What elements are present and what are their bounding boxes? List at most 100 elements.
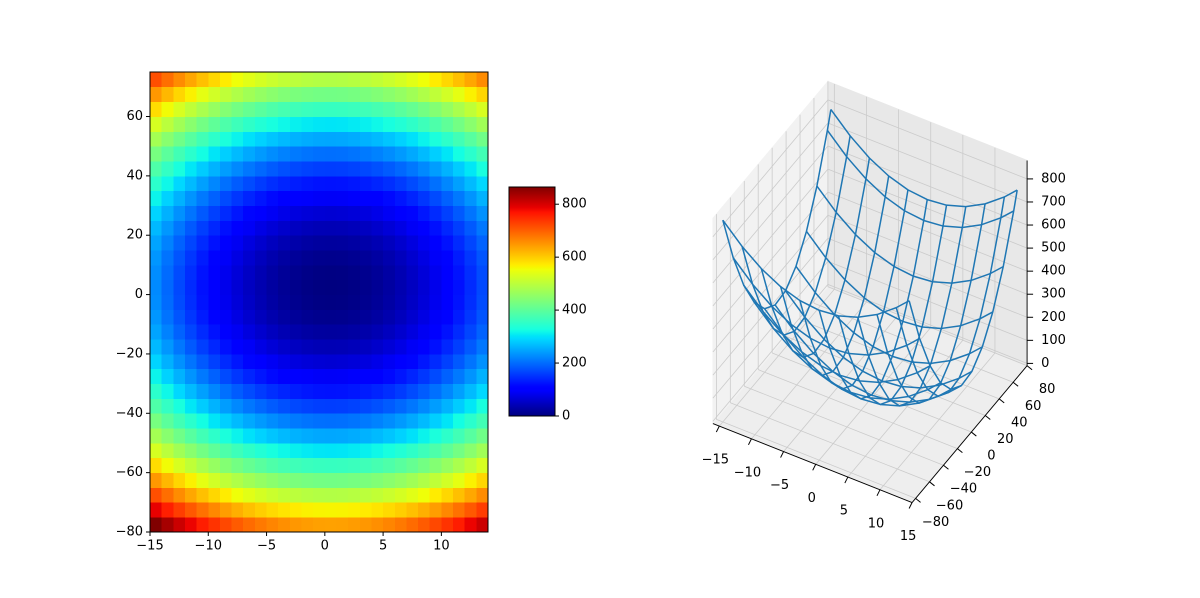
axes-frame	[149, 71, 489, 533]
heatmap-cell	[371, 72, 384, 88]
heatmap-cell	[301, 353, 314, 370]
heatmap-cell	[476, 487, 489, 503]
heatmap-cell	[313, 428, 326, 444]
heatmap-cell	[324, 368, 337, 385]
heatmap-cell	[301, 502, 314, 518]
heatmap-cell	[313, 101, 326, 117]
heatmap-cell	[208, 86, 221, 103]
heatmap-cell	[359, 517, 372, 533]
heatmap-cell	[161, 368, 174, 385]
heatmap-cell	[150, 294, 163, 310]
heatmap-cell	[219, 353, 232, 370]
heatmap-cell	[383, 131, 396, 147]
heatmap-cell	[184, 428, 198, 444]
heatmap-cell	[231, 175, 244, 192]
heatmap-cell	[441, 279, 454, 295]
heatmap-cell	[476, 502, 489, 518]
heatmap-cell	[266, 309, 279, 325]
heatmap-cell	[231, 368, 244, 385]
heatmap-cell	[464, 205, 477, 221]
heatmap-cell	[313, 264, 326, 281]
heatmap-cell	[441, 294, 454, 310]
heatmap-cell	[313, 398, 326, 414]
heatmap-cell	[173, 472, 186, 488]
heatmap-cell	[464, 457, 477, 474]
heatmap-cell	[313, 368, 326, 385]
heatmap-cell	[383, 116, 396, 132]
heatmap-cell	[254, 190, 267, 206]
heatmap-cell	[243, 442, 256, 459]
heatmap-cell	[208, 398, 221, 414]
heatmap-cell	[173, 309, 186, 325]
heatmap-cell	[406, 190, 419, 206]
heatmap-cell	[196, 487, 209, 503]
heatmap-cell	[150, 235, 163, 251]
heatmap-cell	[219, 428, 232, 444]
heatmap-cell	[406, 383, 419, 399]
y-tick-label: −80	[922, 515, 949, 530]
heatmap-cell	[371, 250, 384, 266]
heatmap-cell	[476, 235, 489, 251]
heatmap-cell	[371, 235, 384, 251]
heatmap-cell	[278, 250, 291, 266]
heatmap-cell	[231, 131, 244, 147]
heatmap-cell	[150, 442, 163, 459]
heatmap-cell	[289, 517, 302, 533]
grid-line	[716, 419, 916, 499]
heatmap-cell	[150, 161, 163, 177]
x-tick-label: 0	[321, 539, 329, 554]
heatmap-cell	[453, 205, 466, 221]
heatmap-cell	[464, 72, 477, 88]
heatmap-cell	[453, 190, 466, 206]
heatmap-cell	[429, 279, 442, 295]
heatmap-cell	[336, 413, 349, 429]
heatmap-cell	[464, 487, 477, 503]
heatmap-cell	[383, 250, 396, 266]
y-tick-label: −80	[116, 525, 143, 540]
heatmap-cell	[394, 250, 407, 266]
z-tick-label: 400	[1041, 264, 1066, 279]
heatmap-cell	[406, 161, 419, 177]
y-tick-label: −40	[950, 482, 977, 497]
heatmap-cell	[476, 205, 489, 221]
heatmap-cell	[254, 398, 267, 414]
heatmap-cell	[441, 220, 454, 236]
heatmap-cell	[371, 353, 384, 370]
heatmap-cell	[383, 279, 396, 295]
heatmap-cell	[301, 413, 314, 429]
grid-line	[879, 352, 996, 491]
heatmap-cell	[464, 339, 477, 355]
heatmap-cell	[301, 324, 314, 340]
heatmap-cell	[371, 131, 384, 147]
heatmap-cell	[254, 205, 267, 221]
heatmap-cell	[418, 324, 431, 340]
heatmap-cell	[394, 398, 407, 414]
heatmap-cell	[289, 353, 302, 370]
heatmap-cell	[418, 442, 431, 459]
heatmap-cell	[243, 502, 256, 518]
grid-line	[799, 319, 1000, 400]
heatmap-cell	[196, 161, 209, 177]
heatmap-cell	[289, 116, 302, 132]
heatmap-cell	[184, 487, 198, 503]
heatmap-cell	[418, 250, 431, 266]
heatmap-cell	[289, 368, 302, 385]
heatmap-cell	[429, 383, 442, 399]
heatmap-cell	[336, 487, 349, 503]
heatmap-cell	[266, 161, 279, 177]
heatmap-cell	[313, 383, 326, 399]
heatmap-cell	[278, 517, 291, 533]
heatmap-cell	[161, 353, 174, 370]
heatmap-cell	[150, 368, 163, 385]
heatmap-cell	[208, 309, 221, 325]
heatmap-cell	[336, 72, 349, 88]
heatmap-cell	[464, 146, 477, 162]
heatmap-cell	[359, 220, 372, 236]
heatmap-cell	[289, 175, 302, 192]
heatmap-cell	[196, 353, 209, 370]
heatmap-cell	[313, 502, 326, 518]
grid-line	[785, 336, 986, 416]
heatmap-cell	[254, 72, 267, 88]
heatmap-cell	[406, 131, 419, 147]
heatmap-cell	[383, 442, 396, 459]
